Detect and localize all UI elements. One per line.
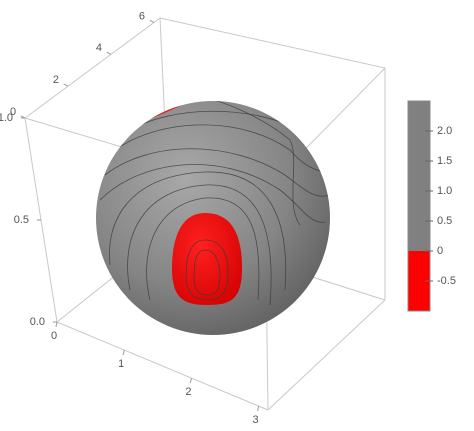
tick-mark [149,19,155,23]
colorbar-frame [407,100,431,312]
colorbar-label: 2.0 [437,125,452,137]
sphere-surface [96,101,330,335]
tick-mark [257,405,260,412]
colorbar-label: -0.5 [437,275,456,287]
tick-label: 4 [96,42,102,54]
colorbar-label: 1.5 [437,155,452,167]
tick-label: 2 [185,386,191,398]
tick-label: 2 [53,74,59,86]
tick-label: 1.0 [0,112,13,124]
colorbar-label: 0.5 [437,215,452,227]
tick-mark [106,51,112,55]
tick-mark [122,349,125,356]
tick-label: 0 [10,106,16,118]
tick-mark [189,377,192,384]
tick-label: 1 [118,358,124,370]
tick-label: 0.5 [14,214,29,226]
tick-label: 0.0 [30,316,45,328]
tick-label: 3 [253,414,259,426]
tick-label: 0 [51,330,57,342]
tick-mark [63,83,69,87]
tick-label: 6 [139,10,145,22]
colorbar-band [408,101,430,251]
colorbar-label: 0 [437,245,443,257]
colorbar-band [408,251,430,311]
colorbar-label: 1.0 [437,185,452,197]
tick-mark [55,321,58,328]
